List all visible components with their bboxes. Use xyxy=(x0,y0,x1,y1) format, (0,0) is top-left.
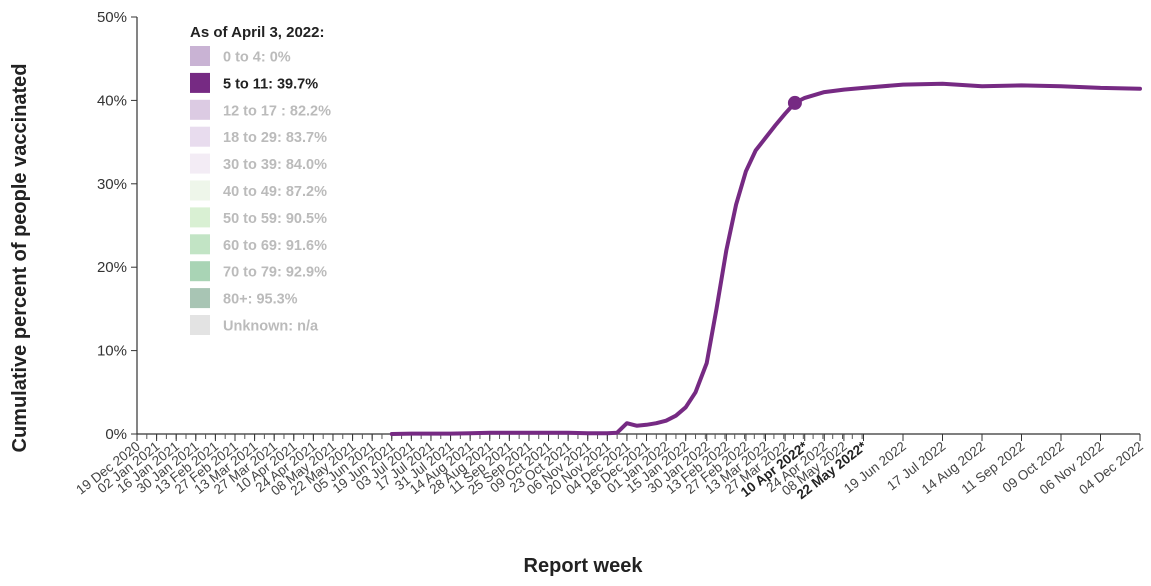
y-tick-label: 0% xyxy=(105,426,127,443)
x-axis-title: Report week xyxy=(524,555,644,577)
y-tick-label: 50% xyxy=(97,9,127,26)
legend-item[interactable]: 0 to 4: 0% xyxy=(190,46,291,66)
legend-item[interactable]: 5 to 11: 39.7% xyxy=(190,72,318,93)
legend-label: 50 to 59: 90.5% xyxy=(223,211,327,227)
legend-swatch xyxy=(190,72,210,93)
legend-label: 40 to 49: 87.2% xyxy=(223,184,327,200)
legend-swatch xyxy=(190,46,210,66)
legend-swatch xyxy=(190,288,210,309)
legend-label: 0 to 4: 0% xyxy=(223,50,291,66)
series-layer xyxy=(389,81,1142,436)
series-line-5-to-11[interactable] xyxy=(389,81,1142,436)
y-axis: 0% 10% 20% 30% 40% 50% xyxy=(97,9,138,443)
current-value-marker[interactable] xyxy=(787,95,802,110)
legend-swatch xyxy=(190,99,210,120)
legend-label: 60 to 69: 91.6% xyxy=(223,238,327,254)
y-tick-label: 40% xyxy=(97,92,127,109)
legend-label: 18 to 29: 83.7% xyxy=(223,130,327,146)
y-tick-label: 10% xyxy=(97,343,127,360)
legend-label: 80+: 95.3% xyxy=(223,292,298,308)
legend-swatch xyxy=(190,261,210,282)
legend-swatch xyxy=(190,207,210,228)
legend-swatch xyxy=(190,315,210,335)
legend-swatch xyxy=(190,180,210,201)
legend-item[interactable]: 80+: 95.3% xyxy=(190,288,298,309)
legend-label: Unknown: n/a xyxy=(223,319,319,335)
legend-item[interactable]: 50 to 59: 90.5% xyxy=(190,207,327,228)
legend-item[interactable]: 12 to 17 : 82.2% xyxy=(190,99,331,120)
legend-label: 12 to 17 : 82.2% xyxy=(223,103,331,119)
legend-label: 70 to 79: 92.9% xyxy=(223,265,327,281)
legend-item[interactable]: 60 to 69: 91.6% xyxy=(190,234,327,255)
legend-item[interactable]: 70 to 79: 92.9% xyxy=(190,261,327,282)
y-axis-title: Cumulative percent of people vaccinated xyxy=(9,64,31,453)
legend-swatch xyxy=(190,234,210,255)
legend-swatch xyxy=(190,126,210,147)
y-tick-label: 20% xyxy=(97,259,127,276)
legend-item[interactable]: 18 to 29: 83.7% xyxy=(190,126,327,147)
legend-label: 30 to 39: 84.0% xyxy=(223,157,327,173)
legend-item[interactable]: 40 to 49: 87.2% xyxy=(190,180,327,201)
legend-label: 5 to 11: 39.7% xyxy=(223,76,318,92)
legend-item[interactable]: Unknown: n/a xyxy=(190,315,319,335)
legend-item[interactable]: 30 to 39: 84.0% xyxy=(190,153,327,174)
legend[interactable]: As of April 3, 2022: 0 to 4: 0% 5 to 11: … xyxy=(190,24,331,335)
y-tick-label: 30% xyxy=(97,176,127,193)
legend-swatch xyxy=(190,153,210,174)
legend-title: As of April 3, 2022: xyxy=(190,24,325,41)
